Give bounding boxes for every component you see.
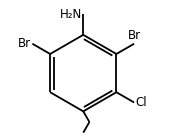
- Text: Br: Br: [18, 37, 31, 50]
- Text: Br: Br: [128, 29, 141, 42]
- Text: Cl: Cl: [136, 96, 147, 109]
- Text: H₂N: H₂N: [60, 8, 82, 21]
